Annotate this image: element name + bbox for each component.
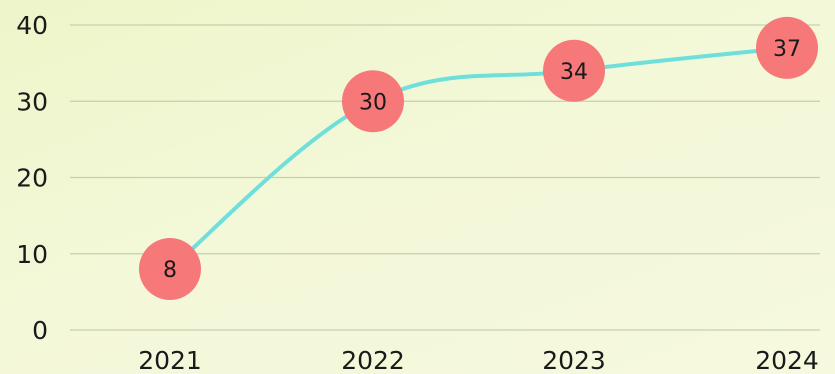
data-point-2021 [139, 238, 201, 300]
data-labels: 8 30 34 37 [163, 37, 801, 283]
x-tick-label-2024: 2024 [755, 346, 819, 374]
data-label-2022: 30 [359, 90, 387, 115]
y-tick-label-40: 40 [16, 11, 48, 40]
data-point-2024 [756, 16, 818, 79]
x-tick-label-2022: 2022 [341, 346, 405, 374]
y-tick-label-0: 0 [32, 316, 48, 345]
x-axis-tick-labels: 2021 2022 2023 2024 [138, 346, 819, 374]
data-label-2023: 34 [560, 60, 588, 85]
y-axis-tick-labels: 0 10 20 30 40 [16, 11, 48, 345]
data-point-2023 [543, 39, 605, 102]
y-tick-label-30: 30 [16, 87, 48, 116]
y-tick-label-20: 20 [16, 164, 48, 193]
x-tick-label-2023: 2023 [542, 346, 606, 374]
y-tick-label-10: 10 [16, 240, 48, 269]
data-points [139, 16, 818, 300]
data-point-2022 [342, 70, 404, 133]
series-line [168, 45, 789, 271]
data-label-2021: 8 [163, 258, 177, 283]
data-label-2024: 37 [773, 37, 801, 62]
x-tick-label-2021: 2021 [138, 346, 202, 374]
